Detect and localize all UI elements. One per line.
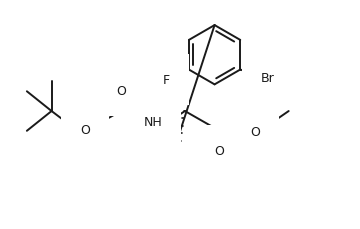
Text: NH: NH	[144, 116, 163, 129]
Text: O: O	[116, 85, 126, 97]
Text: O: O	[80, 124, 90, 137]
Text: O: O	[215, 144, 224, 157]
Text: Br: Br	[261, 72, 275, 85]
Text: O: O	[250, 126, 260, 139]
Text: F: F	[163, 74, 170, 87]
